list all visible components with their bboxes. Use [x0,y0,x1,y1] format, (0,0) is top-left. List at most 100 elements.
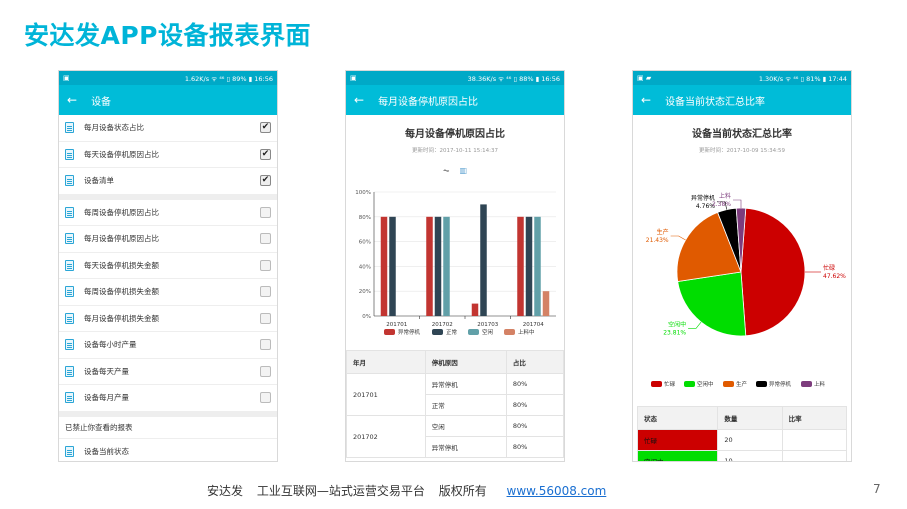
document-icon [65,339,74,351]
pie-label-name: 上料 [719,192,731,200]
report-list-item-label: 每周设备停机原因占比 [84,207,159,217]
document-icon [65,312,74,324]
pie-label-name: 生产 [657,228,669,236]
chart-toolbox: ⏦ ▥ [346,166,564,176]
report-checkbox[interactable] [260,312,271,324]
document-icon [65,259,74,271]
report-checkbox[interactable]: ✔ [260,122,271,134]
report-list-item[interactable]: 设备每天产量 [59,359,277,385]
app-bar: ← 设备 [59,85,277,115]
legend-swatch [723,381,734,387]
legend-label: 上料 [814,380,826,388]
table-header-cell: 占比 [505,350,564,374]
status-info: 1.62K/s ᯤ ⁴⁶ ▯ 89% ▮ 16:56 [184,74,273,83]
count-cell: 10 [717,450,783,461]
status-bar: ▣ 1.62K/s ᯤ ⁴⁶ ▯ 89% ▮ 16:56 [59,71,277,85]
document-icon [65,233,74,245]
report-checkbox[interactable] [260,259,271,271]
line-chart-toggle-icon[interactable]: ⏦ [442,166,450,175]
report-list-item-label: 每月设备停机损失金额 [84,313,159,323]
report-checkbox[interactable] [260,339,271,351]
report-list-item[interactable]: 设备每小时产量 [59,332,277,359]
report-list-item-label: 每周设备停机损失金额 [84,287,159,297]
reason-cell: 异常停机 [424,436,507,458]
legend-label: 空闲中 [697,380,714,388]
back-arrow-icon[interactable]: ← [354,93,365,107]
report-list-item[interactable]: 每周设备停机原因占比 [59,200,277,226]
reason-cell: 空闲 [424,415,507,437]
ratio-cell: 80% [505,436,564,458]
y-tick-label: 0% [362,314,371,320]
report-checkbox[interactable] [260,365,271,377]
report-list-item[interactable]: 每月设备状态占比 ✔ [59,115,277,142]
app-bar: ← 每月设备停机原因占比 [346,85,564,115]
phone-status-summary: ▣ ▰ 1.30K/s ᯤ ⁴⁶ ▯ 81% ▮ 17:44 ← 设备当前状态汇… [632,70,852,462]
footer-company: 安达发 [207,484,244,498]
report-checkbox[interactable] [260,392,271,404]
table-row: 201701 异常停机 80% [346,373,564,416]
report-list-item[interactable]: 每月设备停机损失金额 [59,306,277,332]
x-tick-label: 201702 [432,322,453,328]
notification-icon: ▣ [63,74,70,82]
document-icon [65,392,74,404]
footer: 安达发 工业互联网—站式运营交易平台 版权所有 www.56008.com [207,482,616,499]
pie-label-line [716,201,728,210]
report-checkbox[interactable] [260,206,271,218]
report-list-item[interactable]: 每月设备停机原因占比 [59,226,277,253]
reason-cell: 异常停机 [424,373,507,395]
app-bar-title: 每月设备停机原因占比 [378,96,479,108]
report-checkbox[interactable]: ✔ [260,175,271,187]
phone-downtime-report: ▣ 38.36K/s ᯤ ⁴⁶ ▯ 88% ▮ 16:56 ← 每月设备停机原因… [345,70,565,462]
legend-swatch [504,329,515,335]
table-row: 忙碌 20 [636,429,848,451]
report-list-item[interactable]: 设备清单 ✔ [59,168,277,195]
back-arrow-icon[interactable]: ← [67,93,78,107]
report-checkbox[interactable] [260,233,271,245]
footer-link[interactable]: www.56008.com [506,484,607,498]
table-header-cell: 状态 [636,406,719,430]
y-tick-label: 60% [359,240,371,246]
report-checkbox[interactable]: ✔ [260,148,271,160]
report-list-item-label: 每天设备停机原因占比 [84,149,159,159]
pie-label-line [670,235,686,241]
bar-chart-toggle-icon[interactable]: ▥ [459,166,468,175]
report-list-item-label: 每天设备停机损失金额 [84,260,159,270]
status-info: 1.30K/s ᯤ ⁴⁶ ▯ 81% ▮ 17:44 [758,74,847,83]
report-list-item-label: 设备当前状态 [84,446,129,456]
report-list-item-label: 设备每月产量 [84,393,129,403]
bar-异常停机 [426,216,433,316]
bar-正常 [389,216,396,316]
document-icon [65,206,74,218]
ratio-cell: 80% [505,373,564,395]
month-cell: 201702 [346,415,426,458]
report-list-item-label: 设备每小时产量 [84,340,137,350]
status-bar: ▣ 38.36K/s ᯤ ⁴⁶ ▯ 88% ▮ 16:56 [346,71,564,85]
status-cell: 忙碌 [636,429,719,451]
report-list-item[interactable]: 每天设备停机原因占比 ✔ [59,142,277,168]
app-bar-title: 设备 [91,96,112,108]
document-icon [65,286,74,298]
legend-swatch [468,329,479,335]
report-list-item-label: 每月设备停机原因占比 [84,234,159,244]
report-list-item[interactable]: 每周设备停机损失金额 [59,279,277,306]
table-header-cell: 比率 [781,406,848,430]
document-icon [65,175,74,187]
report-list-item[interactable]: 每天设备停机损失金额 [59,253,277,279]
slide-title: 安达发APP设备报表界面 [24,21,311,50]
y-tick-label: 100% [355,190,371,196]
bar-chart: 0% 20% 40% 60% 80% 100% 201701 201702 201703 2017… [355,190,556,336]
y-tick-label: 80% [359,215,371,221]
back-arrow-icon[interactable]: ← [641,93,652,107]
app-bar: ← 设备当前状态汇总比率 [633,85,851,115]
legend-label: 正常 [446,328,458,336]
report-list-enabled: 每月设备状态占比 ✔ 每天设备停机原因占比 ✔ 设备清单 ✔ [59,115,277,195]
report-checkbox[interactable] [260,286,271,298]
report-list-item[interactable]: 设备每月产量 [59,385,277,412]
status-cell: 空闲中 [636,450,719,461]
month-cell: 201701 [346,373,426,416]
pie-slice-生产 [676,211,742,282]
report-list-item[interactable]: 设备当前状态 [59,439,277,462]
x-tick-label: 201704 [523,322,544,328]
table-header-cell: 停机原因 [424,350,507,374]
report-list-available: 每周设备停机原因占比 每月设备停机原因占比 每天设备停机损失金额 每周设备停机损失金额… [59,200,277,412]
